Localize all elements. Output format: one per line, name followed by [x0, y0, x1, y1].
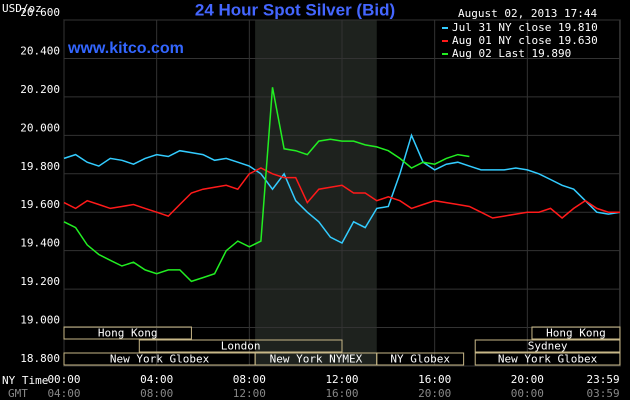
session-box — [376, 352, 465, 366]
x-tick-label: 08:00 — [233, 373, 266, 386]
session-label: Hong Kong — [98, 327, 158, 340]
x-tick-label-gmt: 16:00 — [325, 387, 358, 400]
session-label: NY Globex — [390, 353, 450, 366]
y-tick-label: 19.400 — [20, 237, 60, 250]
y-tick-label: 20.600 — [20, 6, 60, 19]
y-tick-label: 18.800 — [20, 352, 60, 365]
legend-label: Aug 01 NY close 19.630 — [452, 34, 598, 47]
x-tick-label: 12:00 — [325, 373, 358, 386]
x-tick-label-gmt: 03:59 — [586, 387, 619, 400]
chart-date: August 02, 2013 17:44 — [458, 7, 597, 20]
session-box — [474, 339, 621, 353]
session-label: New York Globex — [498, 353, 598, 366]
x-tick-label-gmt: 08:00 — [140, 387, 173, 400]
x-tick-label: 20:00 — [511, 373, 544, 386]
session-box — [63, 326, 192, 340]
x-tick-label-gmt: 20:00 — [418, 387, 451, 400]
y-tick-label: 19.800 — [20, 160, 60, 173]
x-tick-label-gmt: 00:00 — [511, 387, 544, 400]
y-tick-label: 20.200 — [20, 83, 60, 96]
chart-title: 24 Hour Spot Silver (Bid) — [195, 0, 395, 19]
x-axis-label: NY Time — [2, 374, 48, 387]
x-tick-label: 23:59 — [586, 373, 619, 386]
session-label: London — [221, 340, 261, 353]
y-tick-label: 19.600 — [20, 198, 60, 211]
y-tick-label: 19.000 — [20, 314, 60, 327]
session-label: Hong Kong — [546, 327, 606, 340]
x-axis-label-gmt: GMT — [8, 387, 28, 400]
x-tick-label-gmt: 04:00 — [47, 387, 80, 400]
price-line — [63, 167, 620, 219]
session-label: New York NYMEX — [270, 353, 363, 366]
legend-label: Jul 31 NY close 19.810 — [452, 21, 598, 34]
session-label: New York Globex — [110, 353, 210, 366]
y-tick-label: 20.000 — [20, 121, 60, 134]
session-box — [474, 352, 621, 366]
watermark: www.kitco.com — [67, 40, 184, 57]
x-tick-label: 16:00 — [418, 373, 451, 386]
legend-label: Aug 02 Last 19.890 — [452, 47, 571, 60]
y-tick-label: 19.200 — [20, 275, 60, 288]
session-box — [531, 326, 621, 340]
x-tick-label: 00:00 — [47, 373, 80, 386]
x-tick-label-gmt: 12:00 — [233, 387, 266, 400]
y-tick-label: 20.400 — [20, 44, 60, 57]
price-line — [63, 87, 470, 283]
y-unit: USD/oz — [2, 2, 42, 15]
session-label: Sydney — [528, 340, 568, 353]
price-line — [63, 133, 621, 244]
x-tick-label: 04:00 — [140, 373, 173, 386]
session-box — [138, 339, 343, 353]
